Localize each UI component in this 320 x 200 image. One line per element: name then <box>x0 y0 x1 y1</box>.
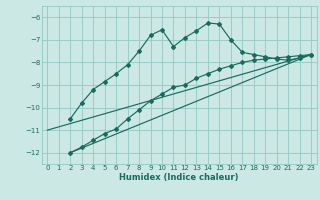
X-axis label: Humidex (Indice chaleur): Humidex (Indice chaleur) <box>119 173 239 182</box>
